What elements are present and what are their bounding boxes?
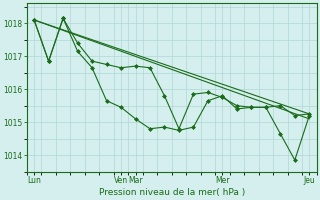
X-axis label: Pression niveau de la mer( hPa ): Pression niveau de la mer( hPa ) [99,188,245,197]
